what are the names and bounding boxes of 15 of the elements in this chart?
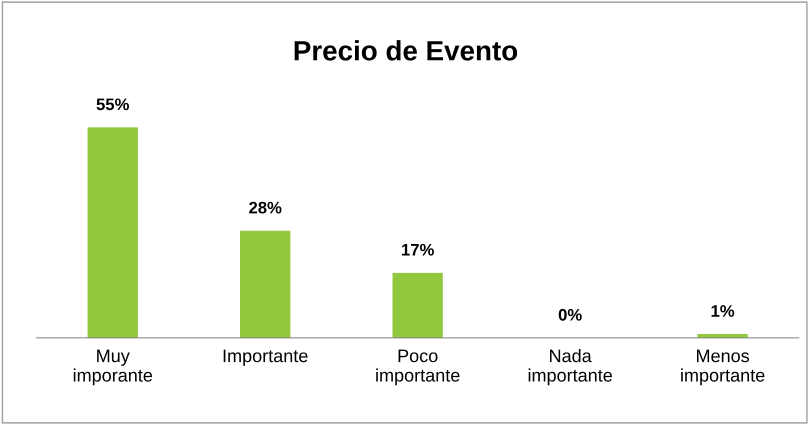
data-label: 0% xyxy=(558,308,582,321)
chart-title: Precio de Evento xyxy=(294,40,518,61)
x-tick-label: Poco importante xyxy=(376,350,460,386)
bar xyxy=(697,334,748,338)
x-tick-label: Importante xyxy=(224,350,308,366)
x-tick-label: Nada importante xyxy=(528,348,612,386)
x-tick-label: Muy imporante xyxy=(74,350,152,386)
x-tick-label: Menos importante xyxy=(681,350,764,386)
bar xyxy=(88,127,138,338)
data-label: 28% xyxy=(249,202,282,214)
data-label: 1% xyxy=(712,305,734,317)
bar xyxy=(392,272,443,338)
data-label: 55% xyxy=(96,98,129,110)
data-label: 17% xyxy=(402,244,434,256)
bar xyxy=(240,230,290,338)
